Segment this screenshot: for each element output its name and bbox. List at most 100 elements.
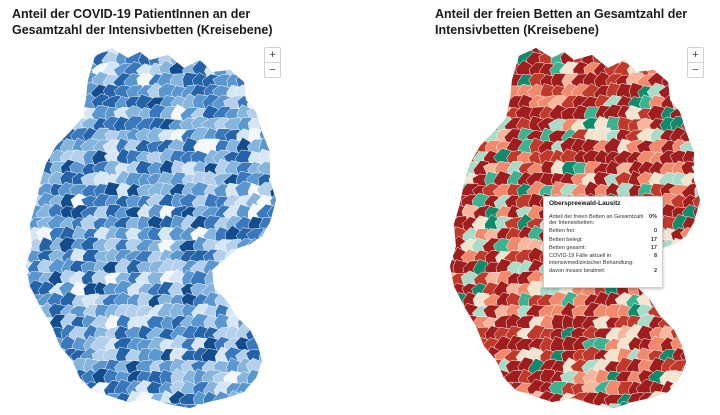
district-shape[interactable] xyxy=(661,280,680,301)
district-shape[interactable] xyxy=(279,50,299,71)
left-zoom-in-button[interactable]: + xyxy=(269,49,276,61)
district-shape[interactable] xyxy=(693,237,711,257)
district-shape[interactable] xyxy=(37,107,57,124)
district-shape[interactable] xyxy=(17,104,38,127)
district-shape[interactable] xyxy=(691,226,712,247)
district-shape[interactable] xyxy=(237,270,257,292)
district-shape[interactable] xyxy=(450,74,470,94)
district-shape[interactable] xyxy=(278,204,300,224)
district-shape[interactable] xyxy=(59,403,78,415)
district-shape[interactable] xyxy=(681,293,701,312)
district-shape[interactable] xyxy=(605,39,626,59)
district-shape[interactable] xyxy=(472,403,494,415)
district-shape[interactable] xyxy=(704,248,720,267)
district-shape[interactable] xyxy=(659,50,678,70)
district-shape[interactable] xyxy=(691,50,712,70)
district-shape[interactable] xyxy=(450,62,473,80)
district-shape[interactable] xyxy=(47,95,71,116)
district-shape[interactable] xyxy=(38,391,58,411)
district-shape[interactable] xyxy=(26,357,46,377)
district-shape[interactable] xyxy=(60,61,78,81)
district-shape[interactable] xyxy=(268,226,287,247)
district-shape[interactable] xyxy=(179,38,202,58)
district-shape[interactable] xyxy=(38,41,58,62)
district-shape[interactable] xyxy=(705,139,720,158)
district-shape[interactable] xyxy=(49,403,70,415)
district-shape[interactable] xyxy=(703,51,720,69)
district-shape[interactable] xyxy=(126,402,145,415)
district-shape[interactable] xyxy=(671,259,691,279)
district-shape[interactable] xyxy=(440,74,459,92)
district-shape[interactable] xyxy=(270,379,287,400)
district-shape[interactable] xyxy=(17,335,34,359)
district-shape[interactable] xyxy=(48,360,70,379)
district-shape[interactable] xyxy=(704,105,720,125)
district-shape[interactable] xyxy=(439,392,458,411)
district-shape[interactable] xyxy=(256,381,276,399)
district-shape[interactable] xyxy=(703,205,720,225)
district-shape[interactable] xyxy=(704,151,720,169)
district-shape[interactable] xyxy=(441,180,459,202)
district-shape[interactable] xyxy=(211,403,235,415)
district-shape[interactable] xyxy=(257,72,277,94)
district-shape[interactable] xyxy=(267,118,288,138)
district-shape[interactable] xyxy=(683,270,702,292)
district-shape[interactable] xyxy=(462,115,480,136)
district-shape[interactable] xyxy=(278,226,300,247)
district-shape[interactable] xyxy=(440,160,458,179)
district-shape[interactable] xyxy=(441,337,461,357)
district-shape[interactable] xyxy=(441,107,461,126)
district-shape[interactable] xyxy=(680,62,700,81)
district-shape[interactable] xyxy=(440,404,458,415)
district-shape[interactable] xyxy=(705,316,720,334)
district-shape[interactable] xyxy=(17,346,35,369)
district-shape[interactable] xyxy=(280,106,297,125)
district-shape[interactable] xyxy=(625,404,647,415)
district-shape[interactable] xyxy=(438,291,461,313)
district-shape[interactable] xyxy=(157,401,179,415)
district-shape[interactable] xyxy=(256,405,277,415)
district-shape[interactable] xyxy=(668,291,692,314)
district-shape[interactable] xyxy=(459,93,483,116)
district-shape[interactable] xyxy=(237,391,254,413)
district-shape[interactable] xyxy=(450,335,470,357)
district-shape[interactable] xyxy=(492,74,513,92)
district-shape[interactable] xyxy=(16,370,37,391)
district-shape[interactable] xyxy=(17,116,34,137)
district-shape[interactable] xyxy=(27,116,49,136)
district-shape[interactable] xyxy=(248,281,266,302)
district-shape[interactable] xyxy=(484,51,506,72)
district-shape[interactable] xyxy=(679,51,700,71)
district-shape[interactable] xyxy=(15,382,35,400)
district-shape[interactable] xyxy=(483,74,505,92)
district-shape[interactable] xyxy=(636,49,658,72)
district-shape[interactable] xyxy=(247,83,268,105)
district-shape[interactable] xyxy=(682,247,702,269)
district-shape[interactable] xyxy=(81,403,104,415)
district-shape[interactable] xyxy=(15,94,35,116)
district-shape[interactable] xyxy=(69,40,92,60)
district-shape[interactable] xyxy=(592,42,614,58)
district-shape[interactable] xyxy=(691,402,711,415)
district-shape[interactable] xyxy=(226,402,246,415)
district-shape[interactable] xyxy=(268,325,289,345)
district-shape[interactable] xyxy=(680,83,702,104)
district-shape[interactable] xyxy=(92,403,112,415)
district-shape[interactable] xyxy=(280,193,298,213)
district-shape[interactable] xyxy=(15,292,36,314)
district-shape[interactable] xyxy=(451,51,471,70)
district-shape[interactable] xyxy=(449,137,471,158)
district-shape[interactable] xyxy=(259,117,278,135)
district-shape[interactable] xyxy=(18,140,35,158)
district-shape[interactable] xyxy=(614,40,636,58)
district-shape[interactable] xyxy=(438,62,458,80)
district-shape[interactable] xyxy=(481,401,504,415)
district-shape[interactable] xyxy=(470,117,492,137)
district-shape[interactable] xyxy=(28,348,47,368)
district-shape[interactable] xyxy=(682,41,702,60)
district-shape[interactable] xyxy=(450,149,469,169)
district-shape[interactable] xyxy=(268,247,289,268)
district-shape[interactable] xyxy=(690,282,713,300)
district-shape[interactable] xyxy=(450,115,469,136)
district-shape[interactable] xyxy=(202,403,222,415)
